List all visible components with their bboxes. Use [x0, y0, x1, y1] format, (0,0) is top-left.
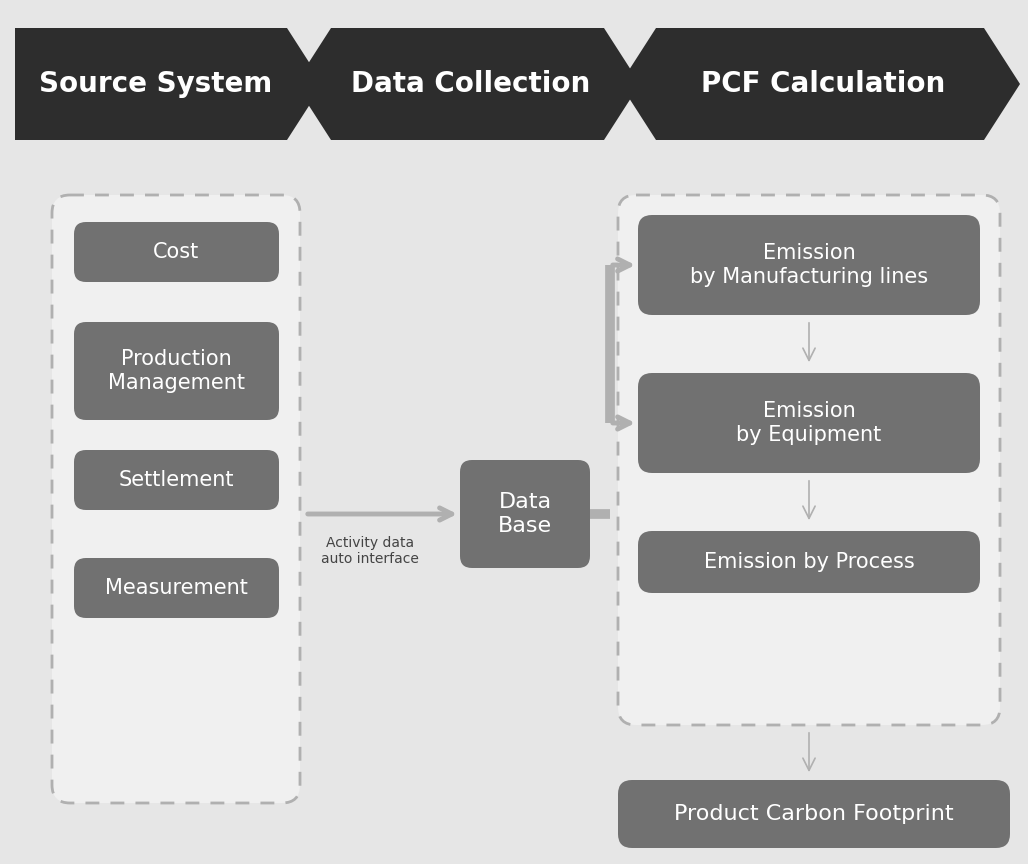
- Text: Product Carbon Footprint: Product Carbon Footprint: [674, 804, 954, 824]
- Polygon shape: [620, 28, 1020, 140]
- Polygon shape: [295, 28, 640, 140]
- Text: PCF Calculation: PCF Calculation: [701, 70, 945, 98]
- Text: Cost: Cost: [153, 242, 199, 262]
- Text: Source System: Source System: [39, 70, 272, 98]
- FancyBboxPatch shape: [638, 373, 980, 473]
- Text: Emission by Process: Emission by Process: [703, 552, 914, 572]
- Text: Activity data
auto interface: Activity data auto interface: [321, 536, 419, 566]
- Text: Data Collection: Data Collection: [351, 70, 590, 98]
- FancyBboxPatch shape: [460, 460, 590, 568]
- FancyBboxPatch shape: [74, 558, 279, 618]
- FancyBboxPatch shape: [638, 215, 980, 315]
- FancyBboxPatch shape: [638, 531, 980, 593]
- FancyBboxPatch shape: [618, 195, 1000, 725]
- Text: Measurement: Measurement: [105, 578, 248, 598]
- Text: Data
Base: Data Base: [498, 492, 552, 536]
- FancyBboxPatch shape: [52, 195, 300, 803]
- Polygon shape: [15, 28, 323, 140]
- Text: Emission
by Equipment: Emission by Equipment: [736, 402, 882, 445]
- Text: Emission
by Manufacturing lines: Emission by Manufacturing lines: [690, 244, 928, 287]
- FancyBboxPatch shape: [74, 322, 279, 420]
- Text: Settlement: Settlement: [119, 470, 234, 490]
- Text: Production
Management: Production Management: [108, 349, 245, 392]
- FancyBboxPatch shape: [74, 450, 279, 510]
- FancyBboxPatch shape: [618, 780, 1009, 848]
- FancyBboxPatch shape: [74, 222, 279, 282]
